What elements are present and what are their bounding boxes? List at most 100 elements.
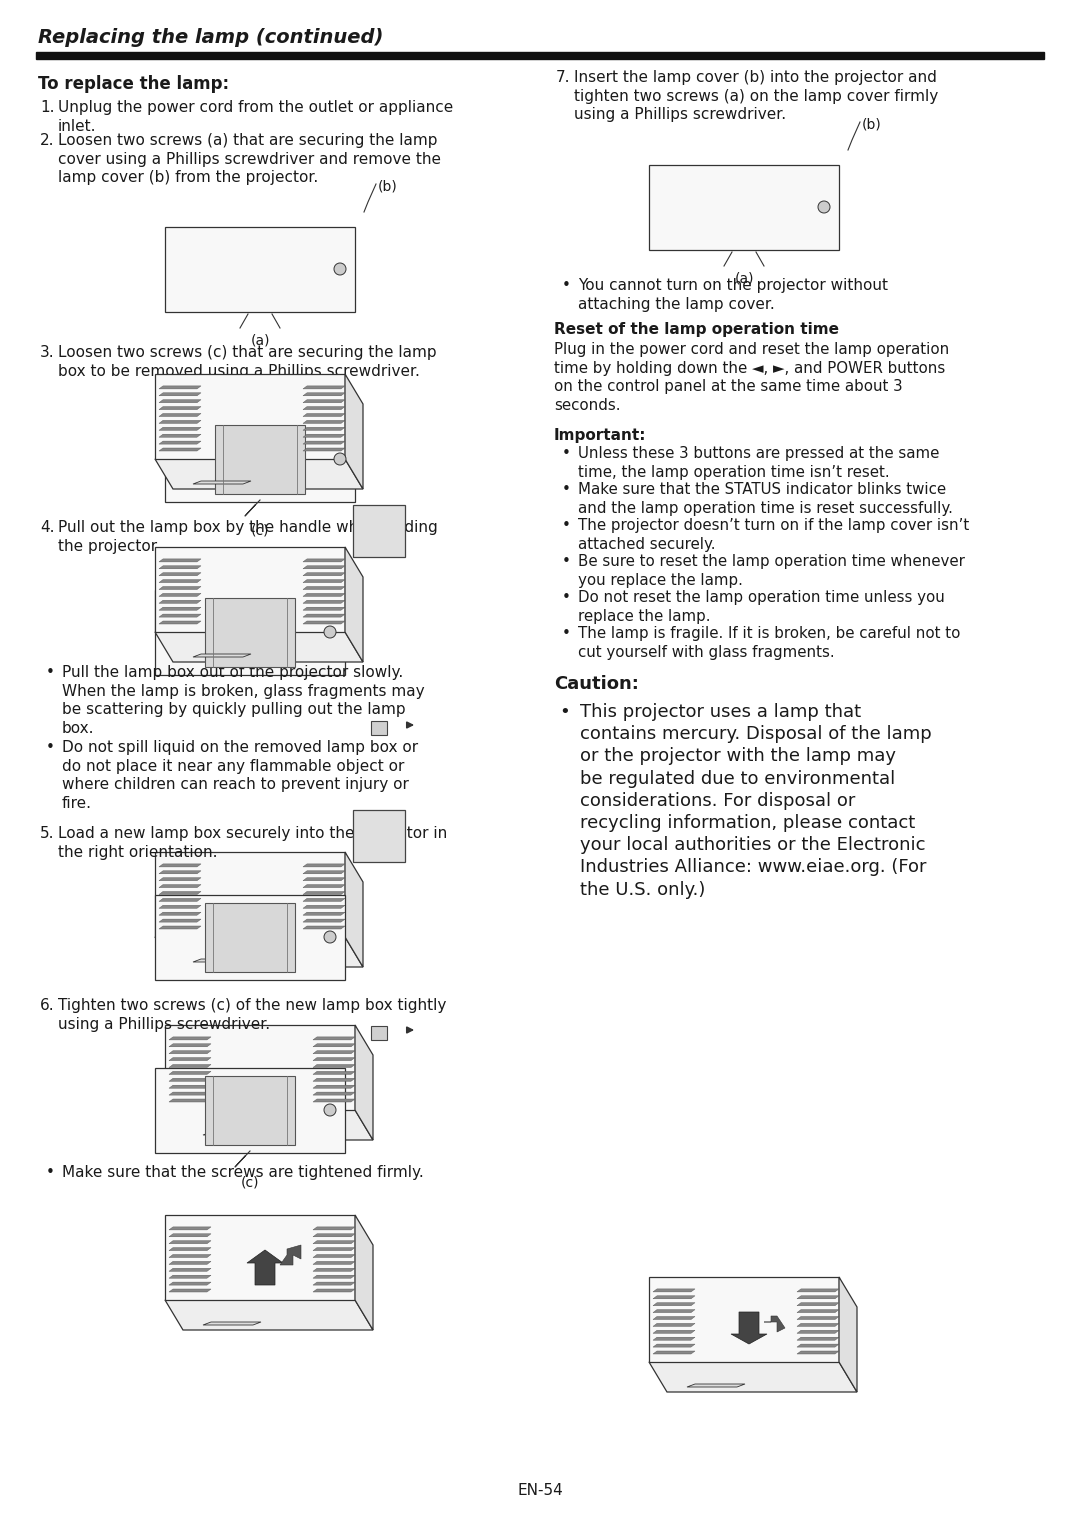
Text: Load a new lamp box securely into the projector in
the right orientation.: Load a new lamp box securely into the pr… bbox=[58, 826, 447, 860]
Text: Make sure that the STATUS indicator blinks twice
and the lamp operation time is : Make sure that the STATUS indicator blin… bbox=[578, 483, 953, 516]
Polygon shape bbox=[159, 614, 201, 617]
Polygon shape bbox=[168, 1037, 211, 1040]
Polygon shape bbox=[159, 898, 201, 901]
Text: •: • bbox=[46, 741, 55, 754]
Polygon shape bbox=[156, 547, 345, 632]
Text: (b): (b) bbox=[378, 179, 397, 192]
Polygon shape bbox=[653, 1296, 696, 1299]
Polygon shape bbox=[653, 1330, 696, 1333]
Polygon shape bbox=[313, 1269, 355, 1272]
Polygon shape bbox=[303, 386, 345, 389]
Text: To replace the lamp:: To replace the lamp: bbox=[38, 75, 229, 93]
Text: Make sure that the screws are tightened firmly.: Make sure that the screws are tightened … bbox=[62, 1165, 423, 1180]
Polygon shape bbox=[653, 1344, 696, 1347]
Polygon shape bbox=[797, 1303, 839, 1306]
Polygon shape bbox=[687, 1383, 745, 1387]
Polygon shape bbox=[313, 1037, 355, 1040]
Polygon shape bbox=[649, 1277, 839, 1362]
Polygon shape bbox=[355, 1215, 373, 1330]
Text: •: • bbox=[562, 589, 571, 605]
Text: Replacing the lamp (continued): Replacing the lamp (continued) bbox=[38, 27, 383, 47]
Polygon shape bbox=[303, 864, 345, 867]
Polygon shape bbox=[159, 386, 201, 389]
Polygon shape bbox=[797, 1324, 839, 1327]
Bar bbox=[205, 1077, 295, 1145]
Polygon shape bbox=[313, 1051, 355, 1054]
Text: •: • bbox=[46, 664, 55, 680]
Polygon shape bbox=[303, 919, 345, 922]
Polygon shape bbox=[303, 912, 345, 915]
Polygon shape bbox=[159, 414, 201, 417]
Polygon shape bbox=[168, 1099, 211, 1102]
Polygon shape bbox=[168, 1261, 211, 1264]
Polygon shape bbox=[168, 1072, 211, 1075]
Text: Caution:: Caution: bbox=[554, 675, 639, 693]
Text: •: • bbox=[562, 446, 571, 461]
Text: Unplug the power cord from the outlet or appliance
inlet.: Unplug the power cord from the outlet or… bbox=[58, 99, 454, 133]
Polygon shape bbox=[303, 441, 345, 444]
Polygon shape bbox=[159, 864, 201, 867]
Text: The projector doesn’t turn on if the lamp cover isn’t
attached securely.: The projector doesn’t turn on if the lam… bbox=[578, 518, 969, 551]
Polygon shape bbox=[345, 547, 363, 663]
Polygon shape bbox=[193, 959, 251, 962]
Polygon shape bbox=[159, 400, 201, 403]
Polygon shape bbox=[303, 884, 345, 887]
Polygon shape bbox=[797, 1344, 839, 1347]
Text: (b): (b) bbox=[862, 118, 881, 131]
Text: 2.: 2. bbox=[40, 133, 54, 148]
Bar bbox=[649, 165, 839, 250]
Text: •: • bbox=[562, 518, 571, 533]
Polygon shape bbox=[247, 1251, 283, 1286]
Polygon shape bbox=[313, 1248, 355, 1251]
Polygon shape bbox=[168, 1044, 211, 1048]
Polygon shape bbox=[313, 1234, 355, 1237]
Text: Unless these 3 buttons are pressed at the same
time, the lamp operation time isn: Unless these 3 buttons are pressed at th… bbox=[578, 446, 940, 479]
Polygon shape bbox=[303, 392, 345, 395]
Text: Pull the lamp box out of the projector slowly.
When the lamp is broken, glass fr: Pull the lamp box out of the projector s… bbox=[62, 664, 424, 736]
Polygon shape bbox=[797, 1351, 839, 1354]
Ellipse shape bbox=[324, 931, 336, 944]
Polygon shape bbox=[653, 1289, 696, 1292]
Polygon shape bbox=[303, 414, 345, 417]
Polygon shape bbox=[303, 406, 345, 409]
Polygon shape bbox=[797, 1330, 839, 1333]
Polygon shape bbox=[303, 906, 345, 909]
Polygon shape bbox=[313, 1261, 355, 1264]
Bar bbox=[156, 589, 345, 675]
Polygon shape bbox=[159, 392, 201, 395]
Polygon shape bbox=[653, 1303, 696, 1306]
Polygon shape bbox=[165, 1299, 373, 1330]
Polygon shape bbox=[156, 632, 363, 663]
Text: You cannot turn on the projector without
attaching the lamp cover.: You cannot turn on the projector without… bbox=[578, 278, 888, 312]
Polygon shape bbox=[159, 600, 201, 603]
Text: Insert the lamp cover (b) into the projector and
tighten two screws (a) on the l: Insert the lamp cover (b) into the proje… bbox=[573, 70, 939, 122]
Text: This projector uses a lamp that
contains mercury. Disposal of the lamp
or the pr: This projector uses a lamp that contains… bbox=[580, 702, 932, 898]
Bar bbox=[165, 417, 355, 502]
Text: EN-54: EN-54 bbox=[517, 1483, 563, 1498]
Polygon shape bbox=[313, 1058, 355, 1061]
Bar bbox=[156, 1067, 345, 1153]
Polygon shape bbox=[649, 1362, 858, 1393]
Polygon shape bbox=[303, 573, 345, 576]
Text: Be sure to reset the lamp operation time whenever
you replace the lamp.: Be sure to reset the lamp operation time… bbox=[578, 554, 964, 588]
Polygon shape bbox=[303, 580, 345, 583]
Bar bbox=[36, 52, 1044, 60]
Polygon shape bbox=[156, 938, 363, 967]
Polygon shape bbox=[303, 586, 345, 589]
Polygon shape bbox=[159, 441, 201, 444]
Polygon shape bbox=[193, 654, 251, 657]
Polygon shape bbox=[159, 906, 201, 909]
Bar bbox=[205, 902, 295, 973]
Polygon shape bbox=[159, 870, 201, 873]
Polygon shape bbox=[159, 594, 201, 597]
Polygon shape bbox=[168, 1283, 211, 1286]
Polygon shape bbox=[653, 1351, 696, 1354]
Polygon shape bbox=[168, 1058, 211, 1061]
Polygon shape bbox=[353, 505, 405, 557]
Polygon shape bbox=[159, 892, 201, 895]
Text: •: • bbox=[562, 278, 571, 293]
Polygon shape bbox=[303, 600, 345, 603]
Text: Do not reset the lamp operation time unless you
replace the lamp.: Do not reset the lamp operation time unl… bbox=[578, 589, 945, 623]
Polygon shape bbox=[303, 434, 345, 437]
Polygon shape bbox=[313, 1283, 355, 1286]
